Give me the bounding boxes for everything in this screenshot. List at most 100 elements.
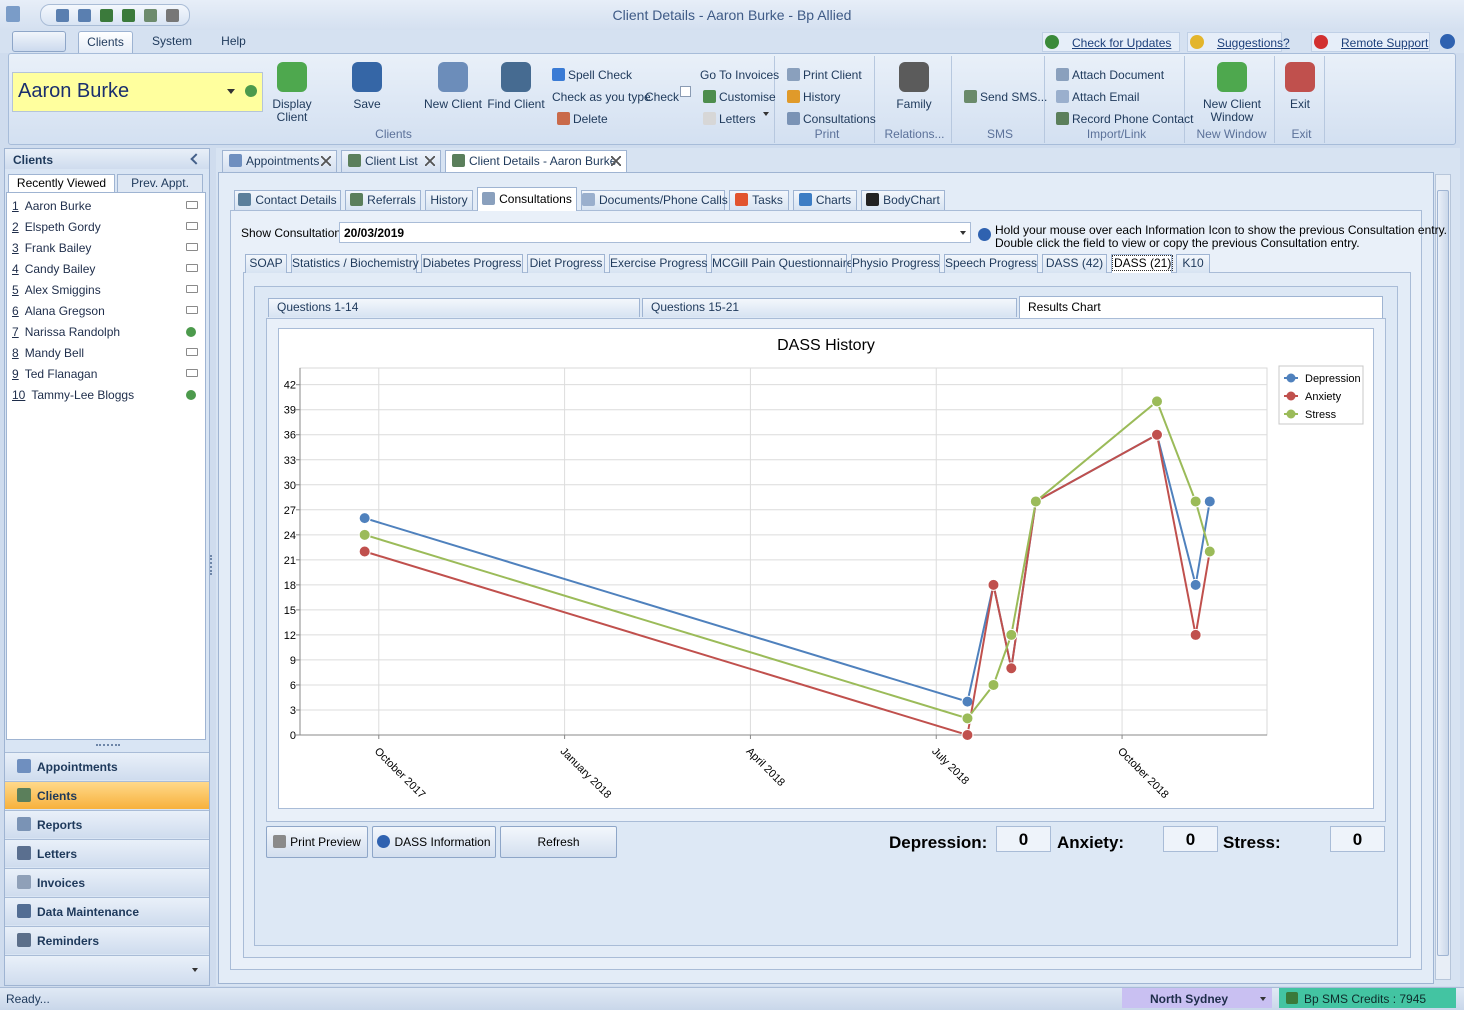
menu-link[interactable]: Check for Updates bbox=[1072, 36, 1172, 50]
dass-tab-label[interactable]: Results Chart bbox=[1028, 300, 1101, 314]
dass-tab-label[interactable]: Questions 1-14 bbox=[277, 300, 359, 314]
toolbar-icon[interactable] bbox=[56, 9, 69, 22]
ribbon-icon[interactable] bbox=[557, 112, 570, 125]
action-button[interactable]: Print Preview bbox=[266, 826, 368, 858]
letters-arrow[interactable] bbox=[763, 112, 769, 116]
client-tab[interactable]: Contact Details bbox=[234, 190, 341, 210]
consultation-tab[interactable]: MCGill Pain Questionnaire bbox=[711, 254, 853, 273]
recent-number[interactable]: 6 bbox=[12, 304, 19, 318]
search-icon[interactable] bbox=[186, 327, 196, 337]
nav-icon[interactable] bbox=[17, 875, 31, 889]
recent-client[interactable]: 4 Candy Bailey bbox=[12, 262, 95, 276]
ribbon-icon[interactable] bbox=[1217, 62, 1247, 92]
ribbon-icon[interactable] bbox=[899, 62, 929, 92]
toolbar-icon[interactable] bbox=[166, 9, 179, 22]
ribbon-button[interactable]: Display Client bbox=[272, 97, 312, 124]
consultation-tab[interactable]: Physio Progress bbox=[851, 254, 940, 273]
client-tab[interactable]: Consultations bbox=[477, 187, 577, 211]
toolbar-icon[interactable] bbox=[144, 9, 157, 22]
pin-icon[interactable] bbox=[186, 348, 198, 356]
recent-name[interactable]: Ted Flanagan bbox=[24, 367, 98, 381]
ribbon-button[interactable]: Exit bbox=[1289, 97, 1310, 111]
location-arrow[interactable] bbox=[1260, 997, 1266, 1001]
dropdown-arrow[interactable] bbox=[227, 89, 235, 94]
consultation-tab[interactable]: Diabetes Progress bbox=[421, 254, 523, 273]
consultation-date[interactable]: 20/03/2019 bbox=[344, 226, 405, 240]
recent-number[interactable]: 3 bbox=[12, 241, 19, 255]
pin-icon[interactable] bbox=[186, 201, 198, 209]
dass-tab[interactable]: Questions 1-14 bbox=[268, 298, 640, 317]
ribbon-button[interactable]: Consultations bbox=[803, 112, 876, 126]
recent-number[interactable]: 5 bbox=[12, 283, 19, 297]
recent-name[interactable]: Mandy Bell bbox=[24, 346, 85, 360]
ribbon-button[interactable]: Spell Check bbox=[568, 68, 633, 82]
recent-client[interactable]: 5 Alex Smiggins bbox=[12, 283, 101, 297]
recent-client[interactable]: 6 Alana Gregson bbox=[12, 304, 105, 318]
nav-label[interactable]: Data Maintenance bbox=[37, 905, 140, 919]
nav-icon[interactable] bbox=[17, 788, 31, 802]
ribbon-button[interactable]: History bbox=[803, 90, 841, 104]
ribbon-icon[interactable] bbox=[1056, 112, 1069, 125]
sidebar-tab-label[interactable]: Recently Viewed bbox=[16, 176, 107, 190]
ribbon-button[interactable]: Attach Document bbox=[1072, 68, 1165, 82]
recent-number[interactable]: 4 bbox=[12, 262, 19, 276]
ribbon-icon[interactable] bbox=[501, 62, 531, 92]
ribbon-button[interactable]: Letters bbox=[719, 112, 756, 126]
recent-name[interactable]: Candy Bailey bbox=[24, 262, 96, 276]
consultation-tab[interactable]: Exercise Progress bbox=[609, 254, 707, 273]
recent-number[interactable]: 9 bbox=[12, 367, 19, 381]
nav-label[interactable]: Invoices bbox=[37, 876, 86, 890]
recent-client[interactable]: 2 Elspeth Gordy bbox=[12, 220, 101, 234]
action-button-label[interactable]: Refresh bbox=[537, 835, 580, 849]
location-box[interactable] bbox=[1122, 988, 1272, 1008]
consultation-tab[interactable]: DASS (21) bbox=[1111, 254, 1174, 273]
toolbar-icon[interactable] bbox=[122, 9, 135, 22]
recent-client[interactable]: 8 Mandy Bell bbox=[12, 346, 84, 360]
sidebar-tab[interactable]: Prev. Appt. bbox=[117, 174, 203, 193]
application-button[interactable] bbox=[12, 31, 66, 52]
ribbon-icon[interactable] bbox=[1285, 62, 1315, 92]
document-tab[interactable]: Client List bbox=[341, 150, 441, 172]
consultation-tab[interactable]: SOAP bbox=[245, 254, 287, 273]
close-tab[interactable] bbox=[425, 156, 435, 166]
dass-tab[interactable]: Questions 15-21 bbox=[642, 298, 1017, 317]
ribbon-button[interactable]: Print Client bbox=[803, 68, 862, 82]
ribbon-icon[interactable] bbox=[787, 68, 800, 81]
action-button-label[interactable]: Print Preview bbox=[290, 835, 361, 849]
sidebar-tab[interactable]: Recently Viewed bbox=[8, 174, 115, 193]
nav-item[interactable] bbox=[5, 810, 209, 838]
ribbon-icon[interactable] bbox=[1056, 90, 1069, 103]
nav-menu-arrow[interactable] bbox=[192, 968, 198, 972]
nav-item[interactable] bbox=[5, 868, 209, 896]
ribbon-icon[interactable] bbox=[787, 90, 800, 103]
pin-icon[interactable] bbox=[186, 264, 198, 272]
location-text[interactable]: North Sydney bbox=[1149, 992, 1228, 1006]
recent-number[interactable]: 10 bbox=[12, 388, 26, 402]
ribbon-icon[interactable] bbox=[277, 62, 307, 92]
client-tab-label[interactable]: Consultations bbox=[499, 192, 572, 206]
client-tab[interactable]: Tasks bbox=[729, 190, 789, 210]
menu-tab-label[interactable]: System bbox=[151, 34, 192, 48]
dass-tab[interactable]: Results Chart bbox=[1019, 296, 1383, 319]
action-button-label[interactable]: DASS Information bbox=[394, 835, 491, 849]
action-button[interactable]: DASS Information bbox=[372, 826, 496, 858]
action-button[interactable]: Refresh bbox=[500, 826, 617, 858]
menu-tab[interactable]: Help bbox=[207, 31, 260, 53]
client-tab-label[interactable]: Tasks bbox=[752, 193, 783, 207]
recent-name[interactable]: Aaron Burke bbox=[24, 199, 92, 213]
nav-label[interactable]: Appointments bbox=[37, 760, 118, 774]
menu-tab-label[interactable]: Clients bbox=[87, 35, 124, 49]
consultation-tab-label[interactable]: Exercise Progress bbox=[610, 256, 708, 270]
recent-number[interactable]: 7 bbox=[12, 325, 19, 339]
pin-icon[interactable] bbox=[186, 306, 198, 314]
recent-number[interactable]: 8 bbox=[12, 346, 19, 360]
nav-icon[interactable] bbox=[17, 904, 31, 918]
dass-tab-label[interactable]: Questions 15-21 bbox=[651, 300, 740, 314]
pin-icon[interactable] bbox=[186, 369, 198, 377]
pin-icon[interactable] bbox=[186, 243, 198, 251]
document-tab-label[interactable]: Appointments bbox=[246, 154, 320, 168]
nav-icon[interactable] bbox=[17, 759, 31, 773]
ribbon-button[interactable]: Check bbox=[645, 90, 680, 104]
menu-link[interactable]: Suggestions? bbox=[1217, 36, 1290, 50]
recent-name[interactable]: Narissa Randolph bbox=[24, 325, 121, 339]
